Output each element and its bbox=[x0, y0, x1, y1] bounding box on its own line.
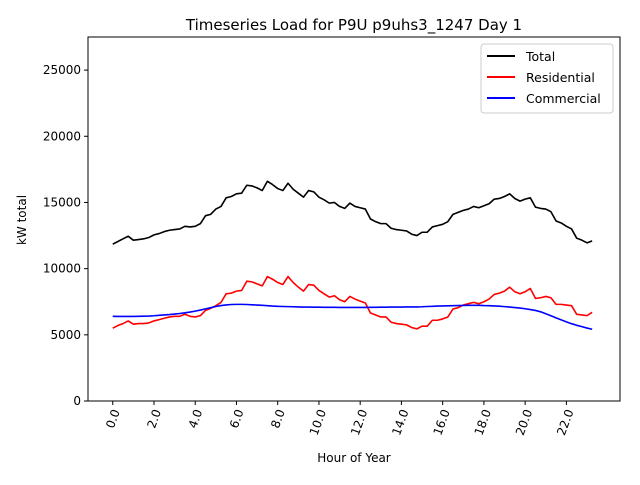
y-tick-label: 5000 bbox=[50, 328, 81, 342]
x-tick-label: 22.0 bbox=[554, 407, 576, 437]
series-line-commercial bbox=[112, 303, 593, 331]
x-tick-label: 8.0 bbox=[268, 407, 288, 430]
legend-label-commercial: Commercial bbox=[526, 91, 601, 106]
series-line-total bbox=[112, 180, 593, 245]
legend: Total Residential Commercial bbox=[480, 43, 614, 114]
x-tick-label: 0.0 bbox=[103, 407, 123, 430]
chart-title: Timeseries Load for P9U p9uhs3_1247 Day … bbox=[185, 16, 522, 35]
legend-box bbox=[480, 43, 614, 114]
series-line-residential bbox=[112, 275, 593, 330]
y-tick-label: 25000 bbox=[43, 63, 81, 77]
x-tick-label: 6.0 bbox=[227, 407, 247, 430]
y-tick-label: 15000 bbox=[43, 195, 81, 209]
x-tick-label: 14.0 bbox=[389, 407, 411, 437]
x-tick-label: 4.0 bbox=[186, 407, 206, 430]
y-axis-label: kW total bbox=[15, 195, 29, 245]
x-tick-label: 20.0 bbox=[513, 407, 535, 437]
x-tick-label: 2.0 bbox=[144, 407, 164, 430]
plot-frame bbox=[87, 36, 621, 402]
y-tick-label: 0 bbox=[73, 394, 81, 408]
legend-label-residential: Residential bbox=[526, 70, 595, 85]
x-axis-label: Hour of Year bbox=[317, 451, 391, 465]
plot-area bbox=[112, 180, 593, 331]
y-tick-label: 20000 bbox=[43, 129, 81, 143]
y-tick-label: 10000 bbox=[43, 262, 81, 276]
x-tick-label: 12.0 bbox=[348, 407, 370, 437]
x-tick-label: 18.0 bbox=[472, 407, 494, 437]
x-tick-label: 16.0 bbox=[430, 407, 452, 437]
legend-label-total: Total bbox=[525, 49, 555, 64]
x-tick-label: 10.0 bbox=[307, 407, 329, 437]
